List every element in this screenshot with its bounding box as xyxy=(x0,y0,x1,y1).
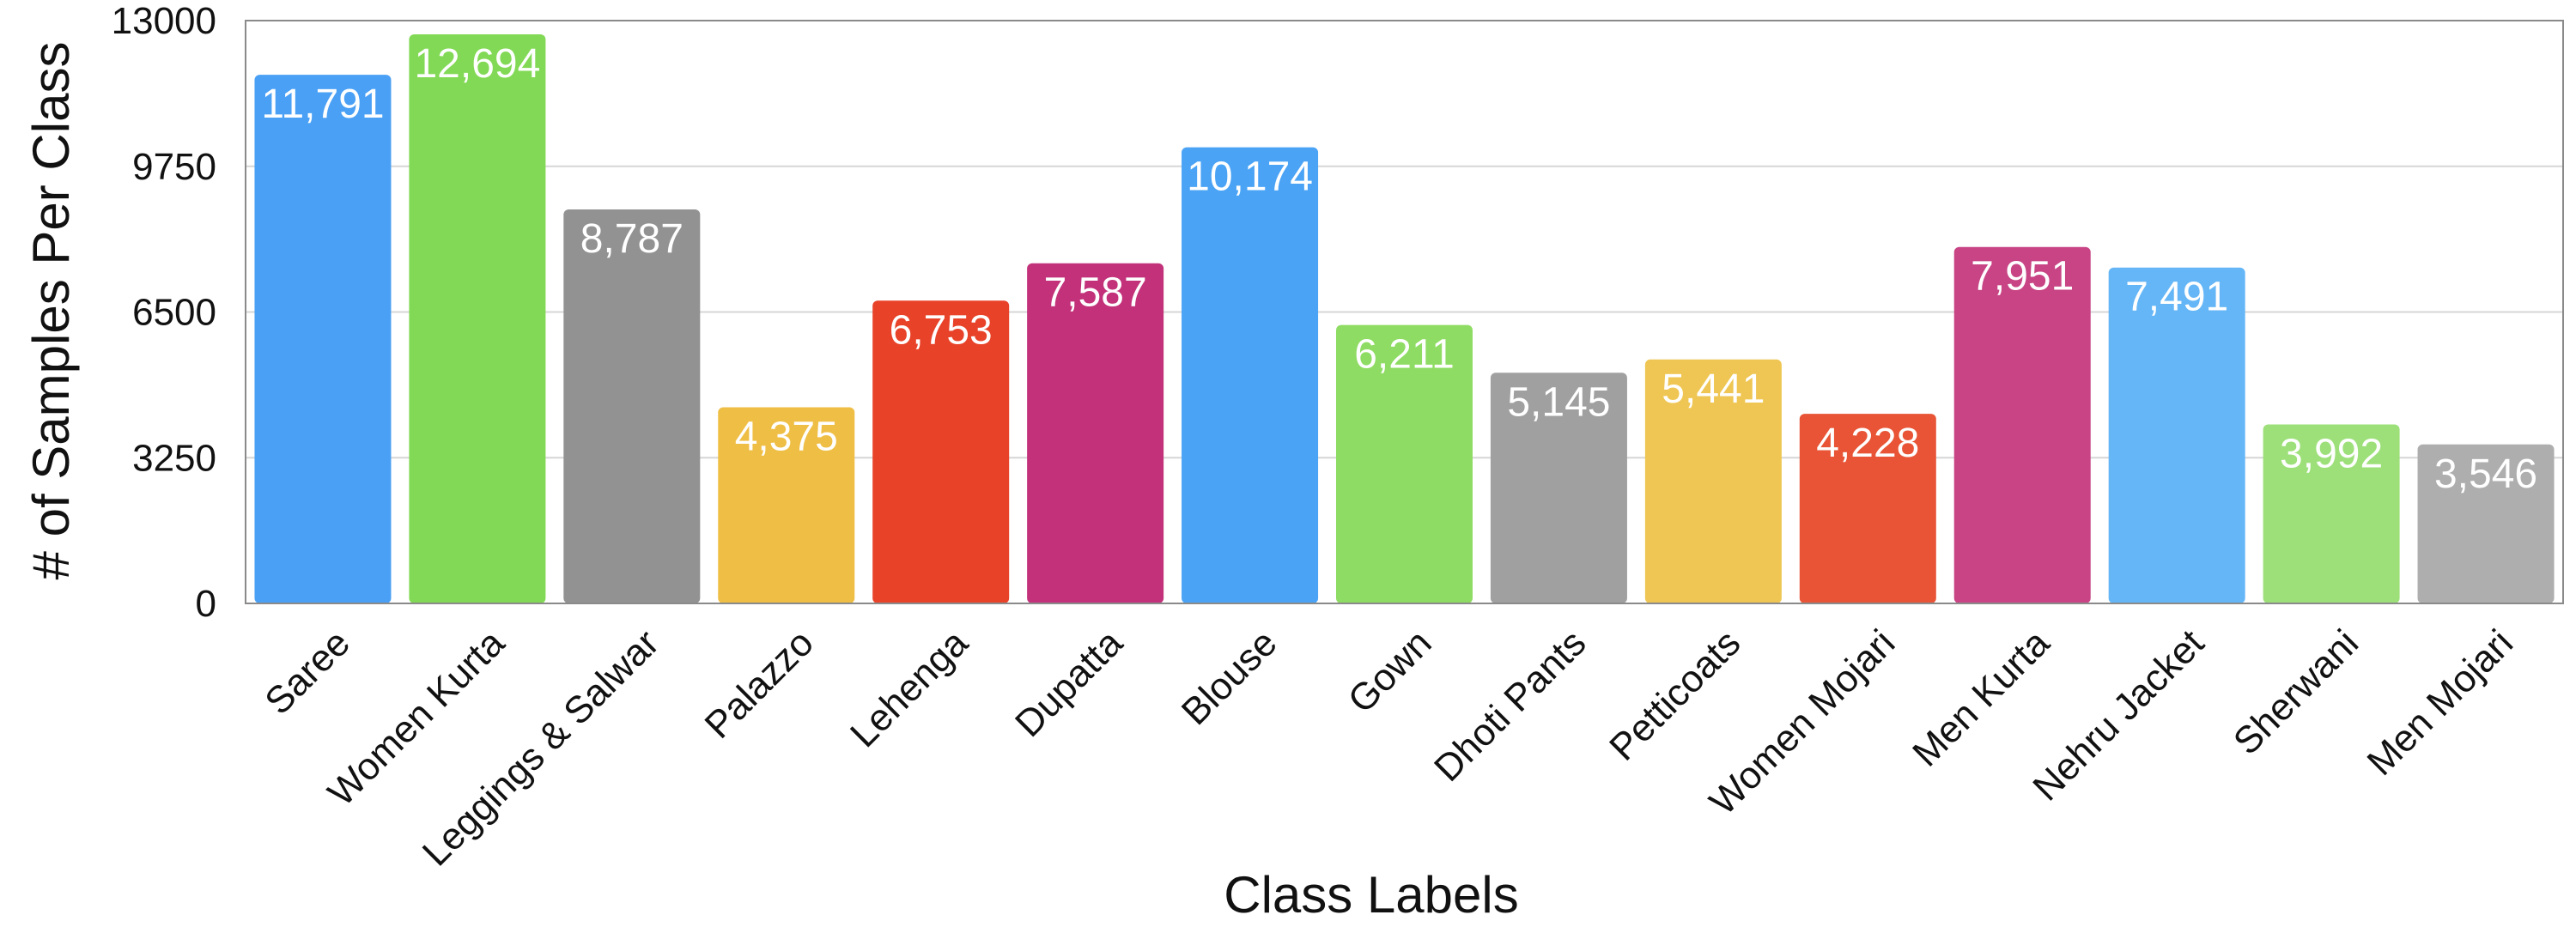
bar-dupatta xyxy=(1027,263,1164,603)
data-label: 6,753 xyxy=(890,307,993,353)
bar-dhoti-pants xyxy=(1490,373,1627,603)
data-label: 12,694 xyxy=(414,41,540,87)
data-label: 5,441 xyxy=(1662,367,1765,412)
y-tick-label: 3250 xyxy=(132,437,216,479)
bar-saree xyxy=(254,75,392,604)
data-label: 4,228 xyxy=(1816,421,1919,466)
data-label: 7,491 xyxy=(2125,275,2228,320)
bar-women-mojari xyxy=(1799,414,1936,603)
bar-lehenga xyxy=(872,300,1010,603)
data-label: 6,211 xyxy=(1354,332,1455,378)
data-label: 7,951 xyxy=(1971,254,2074,300)
plot-border xyxy=(245,20,2564,604)
x-tick-label: Saree xyxy=(257,621,358,723)
bar-petticoats xyxy=(1644,359,1782,603)
data-label: 3,546 xyxy=(2434,451,2537,497)
x-tick-label: Dupatta xyxy=(1007,621,1131,745)
bar-blouse xyxy=(1182,147,1319,604)
y-axis-title: # of Samples Per Class xyxy=(22,42,80,580)
bar-palazzo xyxy=(718,407,855,603)
bar-sherwani xyxy=(2263,424,2400,603)
bars: 11,791 12,694 8,787 4,375 6,753 7,587 10,174 6,… xyxy=(254,33,2555,604)
y-tick-label: 13000 xyxy=(112,0,216,42)
x-tick-label: Petticoats xyxy=(1601,621,1748,768)
data-label: 8,787 xyxy=(580,216,683,262)
x-tick-label: Gown xyxy=(1340,621,1440,721)
bar-women-kurta xyxy=(409,33,546,604)
bar-leggings-salwar xyxy=(563,209,701,604)
data-label: 3,992 xyxy=(2280,431,2383,476)
x-tick-label: Lehenga xyxy=(842,621,976,755)
x-tick-label: Dhoti Pants xyxy=(1426,621,1594,789)
data-label: 10,174 xyxy=(1187,154,1313,200)
x-tick-label: Palazzo xyxy=(696,621,821,746)
data-label: 7,587 xyxy=(1044,270,1147,316)
x-tick-label: Men Mojari xyxy=(2360,621,2522,784)
data-label: 5,145 xyxy=(1507,379,1610,425)
x-axis-title: Class Labels xyxy=(1224,866,1519,924)
data-label: 11,791 xyxy=(261,82,384,127)
data-label: 4,375 xyxy=(735,414,838,459)
bar-gown xyxy=(1336,324,1473,603)
plot-frame xyxy=(245,20,2564,604)
bar-men-mojari xyxy=(2417,444,2555,603)
y-tick-label: 9750 xyxy=(132,146,216,188)
bar-men-kurta xyxy=(1953,246,2091,603)
y-tick-label: 0 xyxy=(196,583,216,625)
x-tick-label: Men Kurta xyxy=(1905,621,2058,775)
x-tick-label: Blouse xyxy=(1174,621,1285,733)
y-tick-label: 6500 xyxy=(132,292,216,334)
x-tick-label: Sherwani xyxy=(2226,621,2366,762)
bar-nehru-jacket xyxy=(2108,267,2245,603)
y-axis-ticks: 0 3250 6500 9750 13000 xyxy=(112,0,216,625)
